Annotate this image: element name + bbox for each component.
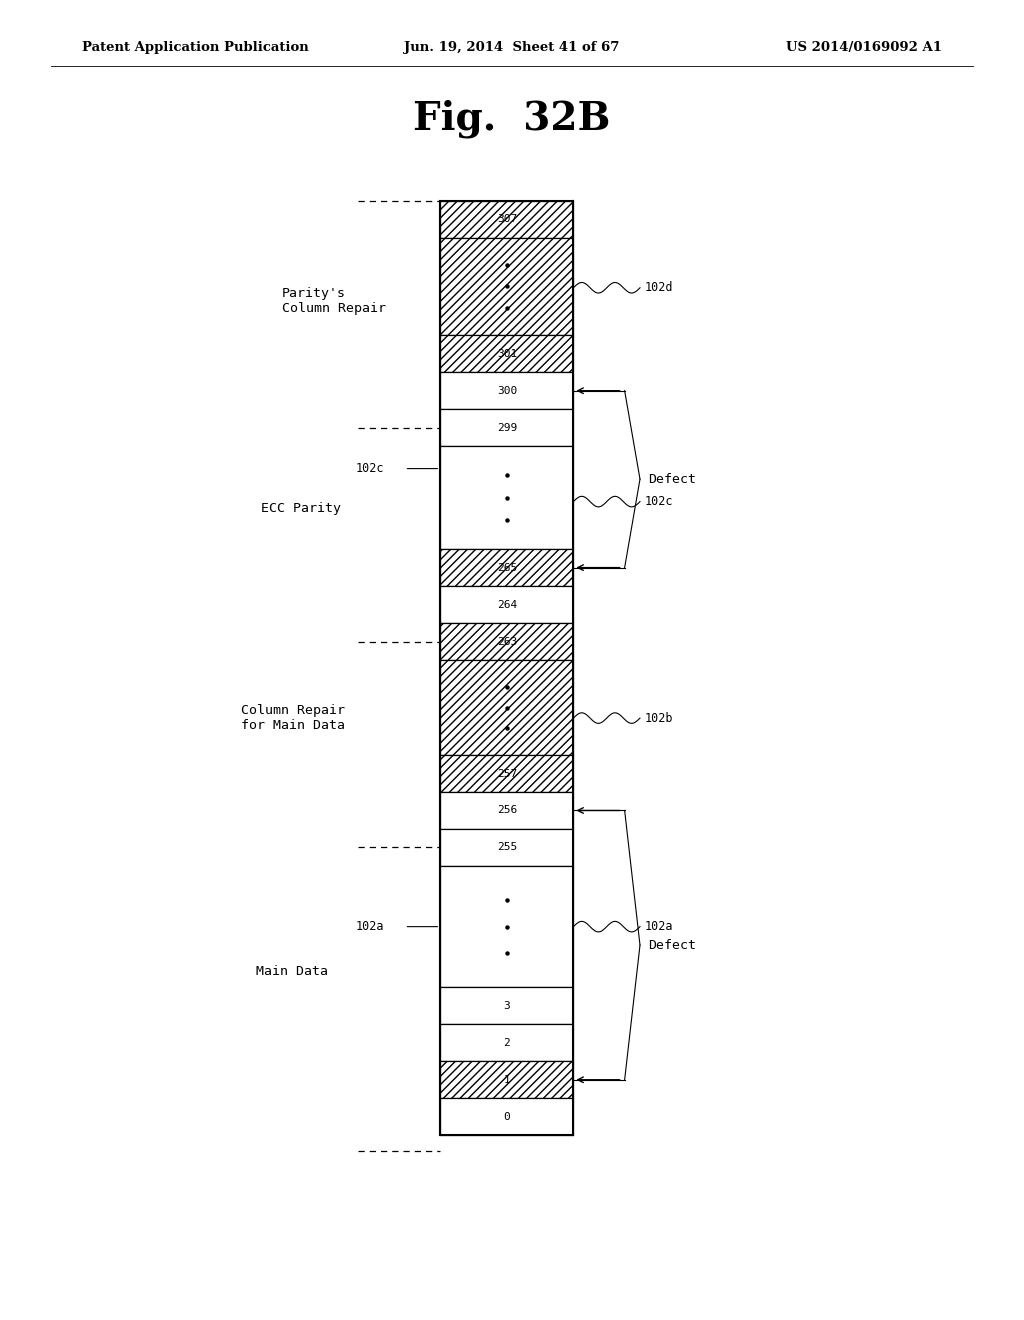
Text: 102c: 102c [355, 462, 384, 475]
Bar [440, 335, 573, 372]
Text: Patent Application Publication: Patent Application Publication [82, 41, 308, 54]
Text: 0: 0 [504, 1111, 510, 1122]
Bar [440, 755, 573, 792]
Bar [440, 238, 573, 335]
Text: US 2014/0169092 A1: US 2014/0169092 A1 [786, 41, 942, 54]
Bar [440, 586, 573, 623]
Bar [440, 866, 573, 987]
Bar [440, 409, 573, 446]
Text: 102c: 102c [645, 495, 674, 508]
Bar [440, 549, 573, 586]
Bar [440, 446, 573, 549]
Bar [440, 660, 573, 755]
Text: Fig.  32B: Fig. 32B [414, 99, 610, 139]
Bar [440, 987, 573, 1024]
Text: 257: 257 [497, 768, 517, 779]
Bar [440, 660, 573, 755]
Text: 265: 265 [497, 562, 517, 573]
Text: Defect: Defect [648, 939, 696, 952]
Bar [440, 623, 573, 660]
Bar [440, 1098, 573, 1135]
Bar [440, 755, 573, 792]
Text: 301: 301 [497, 348, 517, 359]
Text: 299: 299 [497, 422, 517, 433]
Text: Parity's
Column Repair: Parity's Column Repair [282, 286, 386, 315]
Text: 102a: 102a [355, 920, 384, 933]
Text: 256: 256 [497, 805, 517, 816]
Text: 263: 263 [497, 636, 517, 647]
Text: 255: 255 [497, 842, 517, 853]
Text: Main Data: Main Data [256, 965, 328, 978]
Bar [440, 623, 573, 660]
Text: 102b: 102b [645, 711, 674, 725]
Bar [440, 238, 573, 335]
Text: 102d: 102d [645, 281, 674, 294]
Bar [440, 201, 573, 238]
Text: 102a: 102a [645, 920, 674, 933]
Text: 307: 307 [497, 214, 517, 224]
Bar [440, 829, 573, 866]
Bar [440, 372, 573, 409]
Bar [440, 1024, 573, 1061]
Bar [440, 792, 573, 829]
Text: Jun. 19, 2014  Sheet 41 of 67: Jun. 19, 2014 Sheet 41 of 67 [404, 41, 620, 54]
Text: Column Repair
for Main Data: Column Repair for Main Data [241, 704, 345, 733]
Bar [440, 1061, 573, 1098]
Text: 264: 264 [497, 599, 517, 610]
Bar [440, 1061, 573, 1098]
Text: 1: 1 [504, 1074, 510, 1085]
Text: Defect: Defect [648, 473, 696, 486]
Text: 300: 300 [497, 385, 517, 396]
Text: 2: 2 [504, 1038, 510, 1048]
Bar [440, 549, 573, 586]
Text: 3: 3 [504, 1001, 510, 1011]
Bar [440, 201, 573, 238]
Bar [440, 335, 573, 372]
Text: ECC Parity: ECC Parity [261, 502, 341, 515]
